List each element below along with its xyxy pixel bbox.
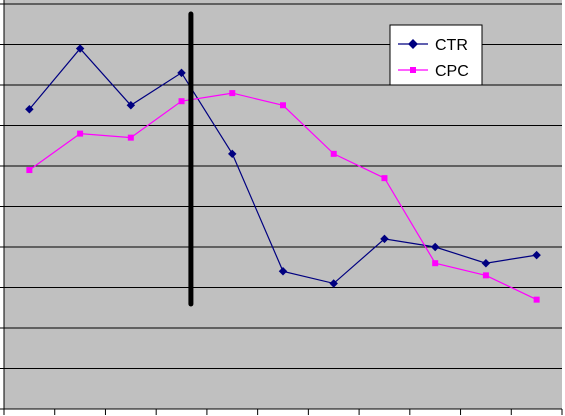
data-point-ctr [329, 279, 338, 288]
data-point-cpc [77, 130, 84, 137]
legend: CTR CPC [389, 24, 483, 86]
data-point-ctr [481, 258, 491, 268]
data-point-cpc [381, 175, 388, 182]
x-axis-ticks [3, 409, 563, 415]
data-point-ctr [177, 68, 186, 78]
data-point-ctr [25, 105, 34, 114]
data-point-cpc [330, 150, 337, 157]
data-point-cpc [432, 260, 439, 267]
data-point-cpc [229, 90, 236, 97]
legend-box [389, 24, 483, 86]
data-point-cpc [127, 134, 134, 141]
data-point-cpc [26, 167, 33, 174]
data-point-ctr [532, 250, 541, 260]
legend-label-ctr: CTR [435, 37, 468, 54]
data-point-ctr [430, 242, 440, 252]
legend-label-cpc: CPC [435, 63, 469, 80]
data-point-ctr [278, 267, 288, 276]
data-point-cpc [533, 296, 540, 303]
data-point-cpc [482, 272, 489, 279]
data-point-cpc [178, 98, 185, 105]
data-point-ctr [228, 149, 237, 159]
legend-marker-cpc [410, 67, 416, 73]
data-point-cpc [280, 102, 286, 109]
